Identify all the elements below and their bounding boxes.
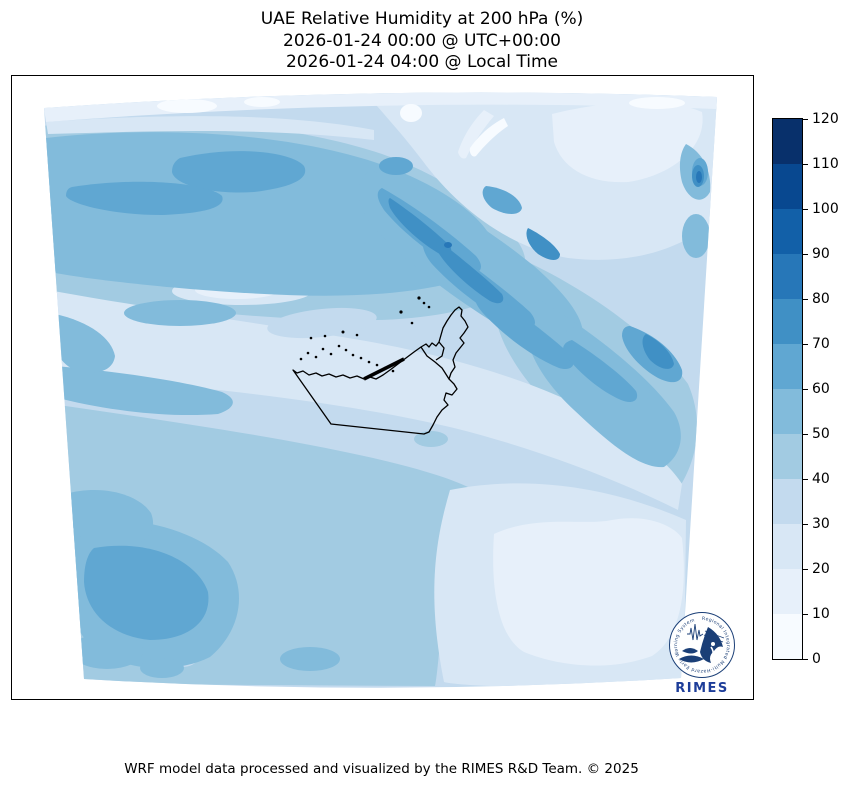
logo-wave-2 (679, 655, 704, 663)
colorbar-cells (772, 118, 803, 660)
colorbar-ticks: 0 10 20 30 40 50 60 70 80 90 100 110 120 (803, 111, 843, 667)
chart-subtitle-local: 2026-01-24 04:00 @ Local Time (285, 52, 559, 72)
title-block: UAE Relative Humidity at 200 hPa (%) 202… (0, 9, 844, 74)
map-axes (11, 75, 754, 700)
logo-wave-1 (682, 648, 698, 654)
uae-boundary (292, 306, 469, 435)
humidity-contours (44, 92, 717, 688)
chart-title: UAE Relative Humidity at 200 hPa (%) (260, 9, 584, 29)
colorbar: 0 10 20 30 40 50 60 70 80 90 100 110 120 (772, 111, 844, 667)
logo-wordmark: RIMES (675, 681, 729, 696)
chart-subtitle-utc: 2026-01-24 00:00 @ UTC+00:00 (283, 30, 561, 51)
map-canvas (44, 92, 717, 688)
uae-islands (299, 296, 431, 373)
logo-seismogram (687, 623, 704, 641)
footer-credit: WRF model data processed and visualized … (124, 761, 639, 777)
rimes-logo: Regional Integrated Multi-Hazard Early W… (664, 611, 740, 696)
rimes-logo-emblem: Regional Integrated Multi-Hazard Early W… (669, 612, 735, 678)
